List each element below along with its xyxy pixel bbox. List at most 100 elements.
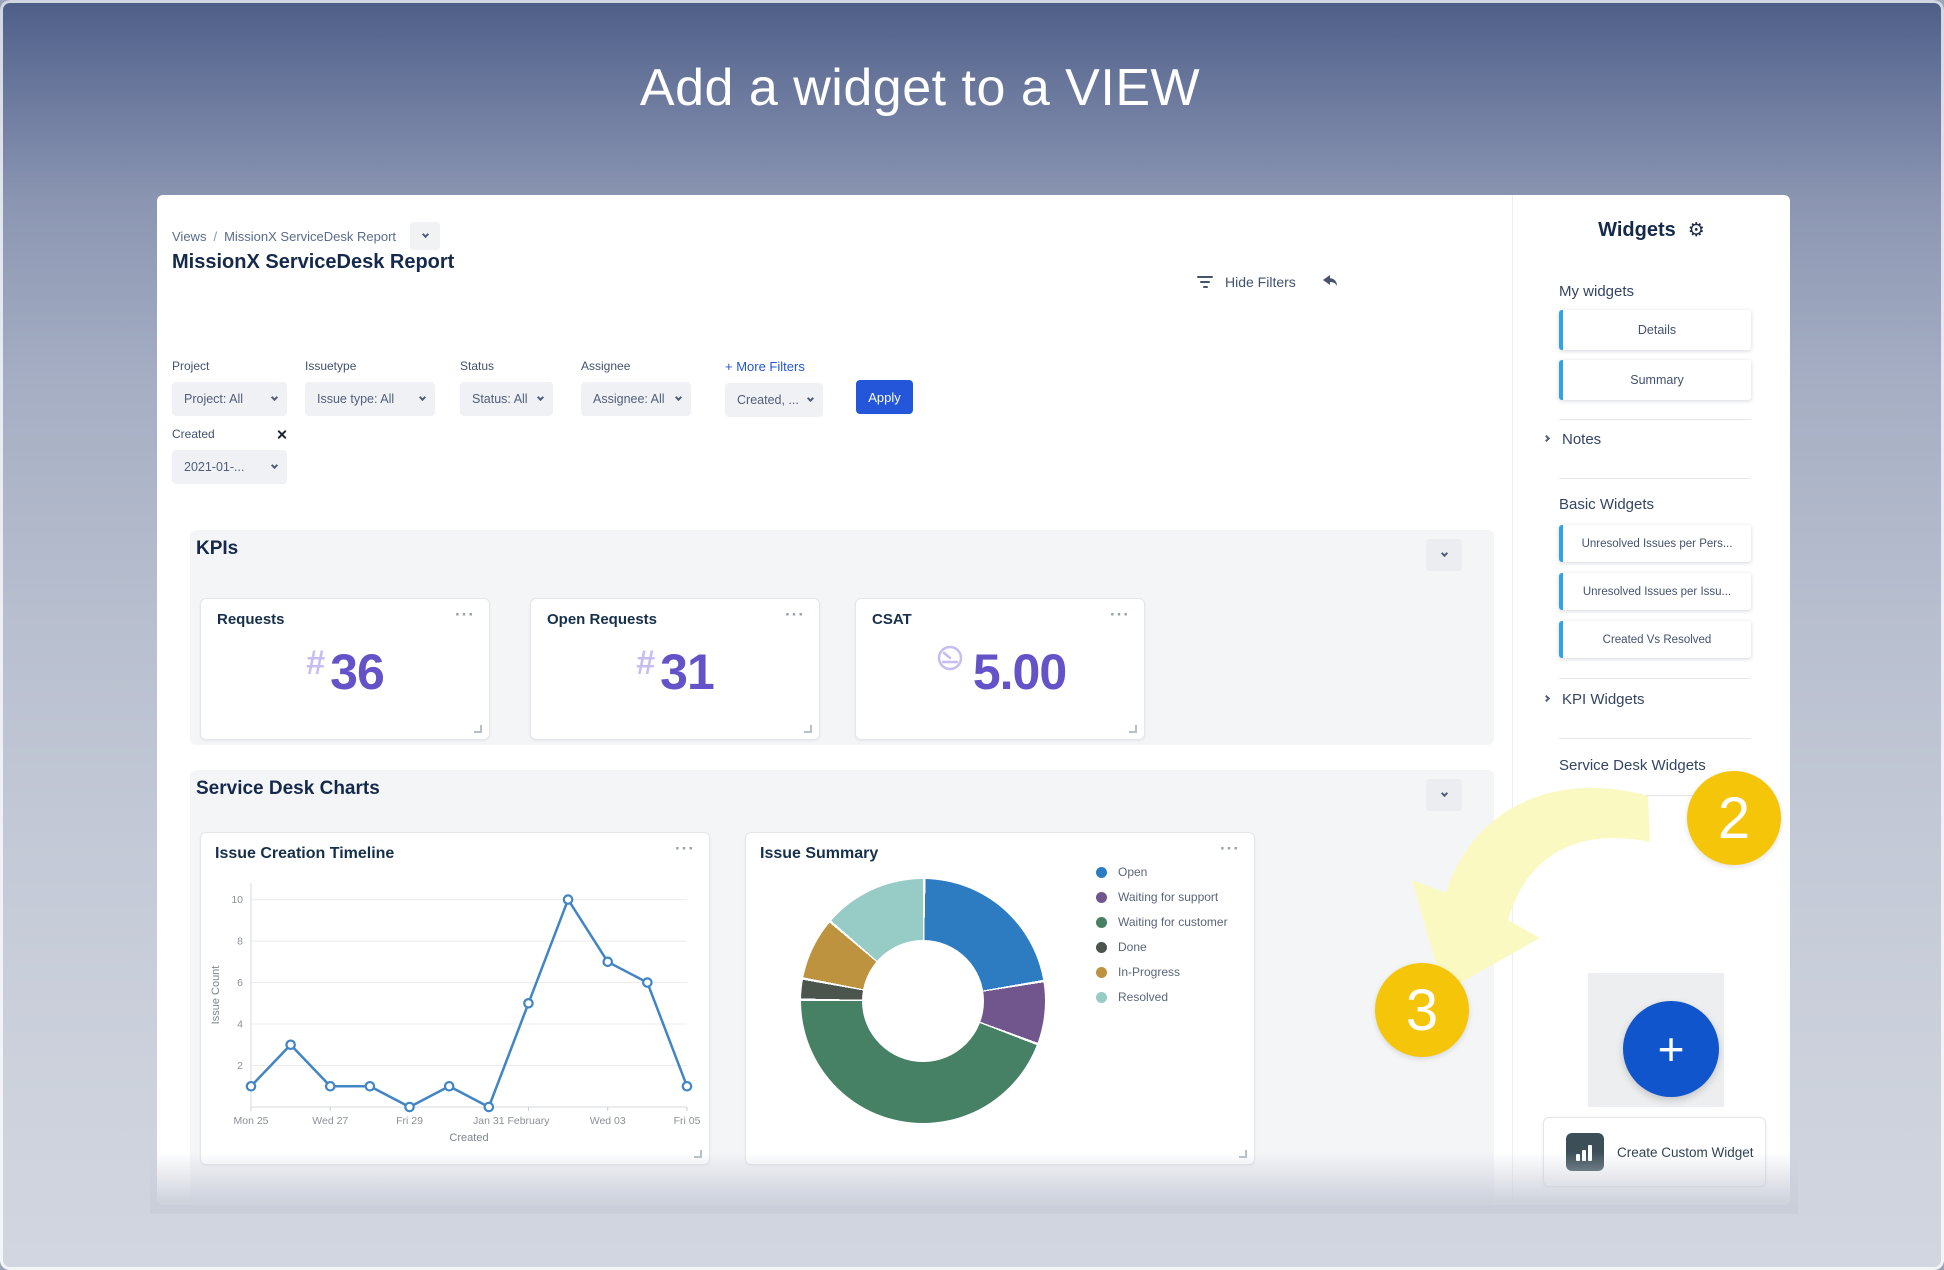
filter-icon	[1197, 273, 1213, 291]
line-chart-card: Issue Creation Timeline 2 4 6 8 10 Mon 25 Wed …	[200, 832, 710, 1165]
card-menu-icon[interactable]	[675, 841, 695, 859]
filter-label-assignee: Assignee	[581, 359, 631, 373]
kpi-card-open-requests: Open Requests # 31	[530, 598, 820, 740]
legend-label: Open	[1118, 865, 1148, 879]
chart-legend: Open Waiting for support Waiting for custo…	[1096, 865, 1228, 1015]
divider	[1559, 478, 1751, 479]
svg-text:6: 6	[237, 977, 243, 989]
page-title: MissionX ServiceDesk Report	[172, 251, 455, 273]
donut-chart-card: Issue Summary Open Waiting for support Wai…	[745, 832, 1255, 1165]
resize-handle[interactable]	[474, 725, 482, 733]
hash-icon: #	[306, 643, 326, 682]
project-dropdown[interactable]: Project: All	[172, 382, 287, 416]
hide-filters-button[interactable]: Hide Filters	[1225, 274, 1296, 290]
widget-item-created-vs-resolved[interactable]: Created Vs Resolved	[1559, 621, 1751, 658]
widget-item-details[interactable]: Details	[1559, 310, 1751, 350]
issue-creation-timeline-chart: 2 4 6 8 10 Mon 25 Wed 27 Fri 29 Jan 31 February We…	[210, 883, 701, 1144]
kpi-card-csat: CSAT 5.00	[855, 598, 1145, 740]
legend-item: Resolved	[1096, 990, 1228, 1004]
create-custom-widget-button[interactable]: Create Custom Widget	[1543, 1117, 1766, 1187]
resize-handle[interactable]	[1239, 1150, 1247, 1158]
created-filter: Created 2021-01-...	[172, 427, 322, 484]
breadcrumb-separator: /	[213, 228, 218, 244]
svg-text:Mon 25: Mon 25	[233, 1115, 268, 1127]
resize-handle[interactable]	[1129, 725, 1137, 733]
kpi-card-requests: Requests # 36	[200, 598, 490, 740]
breadcrumb: Views / MissionX ServiceDesk Report	[172, 222, 441, 250]
remove-filter-icon[interactable]	[276, 429, 287, 440]
divider	[1559, 419, 1751, 420]
collapse-section-button[interactable]	[1426, 539, 1462, 571]
svg-text:Fri 05: Fri 05	[674, 1115, 701, 1127]
apply-button[interactable]: Apply	[856, 380, 913, 414]
legend-label: Waiting for support	[1118, 890, 1219, 904]
created-date-dropdown[interactable]: Created, ...	[725, 383, 823, 417]
svg-text:February: February	[507, 1115, 550, 1127]
filter-label-issuetype: Issuetype	[305, 359, 357, 373]
card-menu-icon[interactable]	[785, 607, 805, 625]
basic-widgets-label: Basic Widgets	[1559, 496, 1655, 513]
service-desk-widgets-label: Service Desk Widgets	[1559, 757, 1706, 774]
header-actions: Hide Filters	[1197, 273, 1338, 291]
breadcrumb-views-link[interactable]: Views	[172, 228, 207, 244]
more-filters-link[interactable]: + More Filters	[725, 359, 805, 374]
legend-dot	[1096, 941, 1107, 953]
widgets-sidebar: Widgets My widgets Details Summary Notes…	[1512, 195, 1790, 1205]
hero-title: Add a widget to a VIEW	[639, 59, 1201, 117]
svg-text:Jan 31: Jan 31	[473, 1115, 505, 1127]
legend-item: Waiting for support	[1096, 890, 1228, 904]
svg-text:Issue Count: Issue Count	[210, 966, 222, 1025]
chevron-down-icon	[418, 393, 427, 402]
legend-label: In-Progress	[1118, 965, 1181, 979]
svg-text:4: 4	[237, 1019, 243, 1031]
svg-text:8: 8	[237, 936, 243, 948]
kpis-section-title: KPIs	[196, 538, 239, 559]
charts-section: Service Desk Charts Issue Creation Timel…	[190, 770, 1494, 1205]
collapse-section-button[interactable]	[1426, 779, 1462, 811]
svg-text:Wed 27: Wed 27	[312, 1115, 348, 1127]
my-widgets-label: My widgets	[1559, 283, 1635, 300]
divider	[1559, 678, 1751, 679]
assignee-dropdown[interactable]: Assignee: All	[581, 382, 691, 416]
widget-item-unresolved-per-issue[interactable]: Unresolved Issues per Issu...	[1559, 573, 1751, 610]
chevron-down-icon	[270, 461, 279, 470]
issuetype-dropdown[interactable]: Issue type: All	[305, 382, 435, 416]
legend-label: Done	[1118, 940, 1147, 954]
svg-text:Wed 03: Wed 03	[590, 1115, 626, 1127]
notes-section-toggle[interactable]: Notes	[1542, 431, 1601, 448]
add-widget-fab[interactable]: +	[1623, 1001, 1719, 1097]
widget-item-unresolved-per-person[interactable]: Unresolved Issues per Pers...	[1559, 525, 1751, 562]
donut-hole	[862, 940, 984, 1062]
legend-label: Resolved	[1118, 990, 1169, 1004]
legend-dot	[1096, 916, 1107, 928]
chevron-down-icon	[1440, 549, 1448, 558]
legend-item: Done	[1096, 940, 1228, 954]
filter-label-status: Status	[460, 359, 495, 373]
share-icon[interactable]	[1322, 274, 1338, 291]
chevron-down-icon	[1440, 789, 1448, 798]
step-2-badge: 2	[1687, 771, 1781, 865]
kpi-value: 31	[660, 644, 715, 700]
legend-dot	[1096, 891, 1107, 903]
svg-text:2: 2	[237, 1060, 243, 1072]
status-dropdown[interactable]: Status: All	[460, 382, 553, 416]
donut-chart-title: Issue Summary	[760, 845, 879, 862]
resize-handle[interactable]	[694, 1150, 702, 1158]
resize-handle[interactable]	[804, 725, 812, 733]
card-menu-icon[interactable]	[455, 607, 475, 625]
card-menu-icon[interactable]	[1110, 607, 1130, 625]
card-menu-icon[interactable]	[1220, 841, 1240, 859]
created-filter-label: Created	[172, 427, 215, 441]
breadcrumb-dropdown-button[interactable]	[410, 222, 441, 250]
gear-icon[interactable]	[1688, 219, 1705, 242]
sidebar-title: Widgets	[1598, 219, 1676, 241]
created-value-dropdown[interactable]: 2021-01-...	[172, 450, 287, 484]
line-chart-title: Issue Creation Timeline	[215, 845, 395, 862]
widget-item-summary[interactable]: Summary	[1559, 360, 1751, 400]
breadcrumb-current[interactable]: MissionX ServiceDesk Report	[224, 228, 397, 244]
chevron-right-icon	[1542, 694, 1551, 702]
legend-dot	[1096, 866, 1107, 878]
bar-chart-icon	[1566, 1133, 1604, 1171]
kpi-widgets-section-toggle[interactable]: KPI Widgets	[1542, 691, 1645, 708]
